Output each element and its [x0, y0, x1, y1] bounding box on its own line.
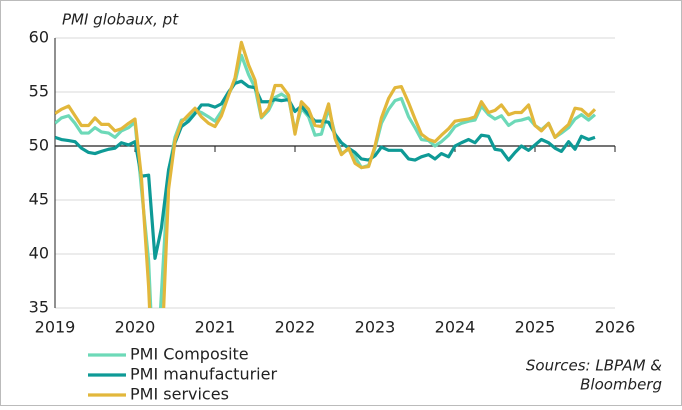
x-tick-label: 2025 — [515, 318, 556, 337]
y-tick-label: 55 — [29, 82, 49, 101]
series-line — [55, 79, 596, 260]
y-tick-label: 60 — [29, 28, 49, 47]
y-tick-label: 40 — [29, 244, 49, 263]
legend-label: PMI manufacturier — [130, 365, 277, 384]
x-tick-label: 2021 — [195, 318, 236, 337]
y-tick-label: 50 — [29, 136, 49, 155]
x-tick-label: 2026 — [595, 318, 636, 337]
x-tick-label: 2023 — [355, 318, 396, 337]
x-tick-label: 2020 — [115, 318, 156, 337]
chart-title: PMI globaux, pt — [62, 11, 179, 29]
legend-label: PMI Composite — [130, 345, 249, 364]
x-tick-label: 2019 — [35, 318, 76, 337]
y-tick-label: 35 — [29, 298, 49, 317]
x-tick-label: 2022 — [275, 318, 316, 337]
source-note: Sources: LBPAM & — [526, 357, 662, 375]
legend-label: PMI services — [130, 385, 229, 404]
source-note: Bloomberg — [580, 376, 662, 394]
series-line — [55, 40, 597, 308]
y-tick-label: 45 — [29, 190, 49, 209]
plot-area — [55, 40, 597, 308]
x-tick-label: 2024 — [435, 318, 476, 337]
